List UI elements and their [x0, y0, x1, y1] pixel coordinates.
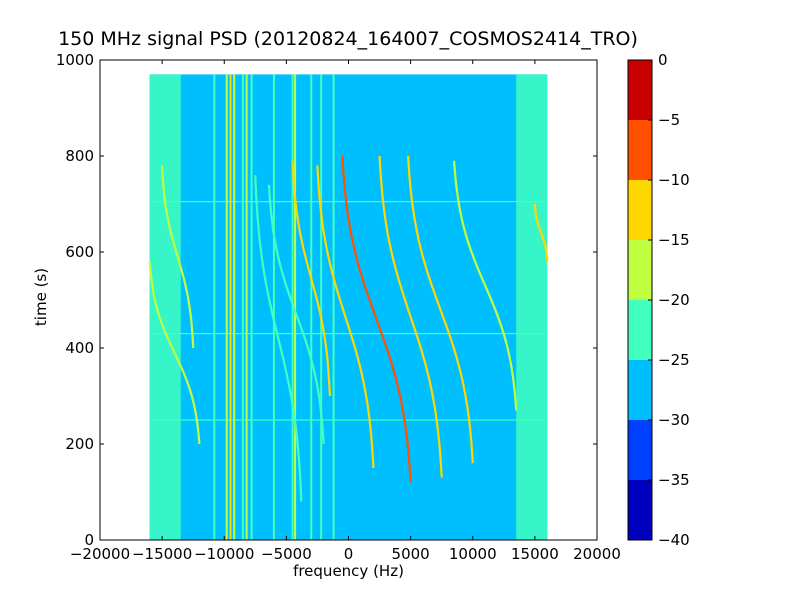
doppler-track-10	[533, 203, 549, 262]
colorbar-tick-label: 0	[658, 51, 668, 69]
colorbar-tick-label: −10	[658, 171, 690, 189]
colorbar-tick-label: −40	[658, 531, 690, 549]
x-axis-label: frequency (Hz)	[293, 562, 404, 580]
chart-title: 150 MHz signal PSD (20120824_164007_COSM…	[58, 28, 638, 50]
spectrogram-marks	[148, 74, 549, 540]
doppler-track-0	[161, 165, 195, 349]
x-tick-label: 15000	[511, 545, 559, 563]
x-tick-label: 0	[344, 545, 354, 563]
colorbar-segment-0	[628, 480, 652, 540]
colorbar-tick-label: −20	[658, 291, 690, 309]
y-tick-label: 0	[84, 531, 94, 549]
y-tick-label: 600	[65, 243, 94, 261]
doppler-track-4	[291, 160, 331, 397]
colorbar-segment-3	[628, 300, 652, 360]
x-tick-label: −10000	[194, 545, 254, 563]
colorbar-tick-label: −30	[658, 411, 690, 429]
y-axis: 0 200 400 600 800 1000	[56, 51, 597, 549]
x-tick-label: −20000	[70, 545, 130, 563]
y-tick-label: 1000	[56, 51, 94, 69]
y-tick-label: 400	[65, 339, 94, 357]
colorbar-segment-2	[628, 360, 652, 420]
doppler-track-9	[453, 160, 518, 411]
colorbar-tick-label: −25	[658, 351, 690, 369]
colorbar-segment-4	[628, 240, 652, 300]
y-axis-label: time (s)	[32, 267, 50, 327]
colorbar-tick-label: −5	[658, 111, 680, 129]
doppler-track-2	[254, 175, 303, 502]
colorbar-segment-6	[628, 120, 652, 180]
colorbar-tick-label: −15	[658, 231, 690, 249]
y-tick-label: 200	[65, 435, 94, 453]
doppler-track-7	[378, 155, 443, 478]
x-tick-label: 10000	[449, 545, 497, 563]
doppler-track-6	[341, 155, 412, 483]
psd-background	[149, 74, 548, 540]
x-tick-label: 20000	[573, 545, 621, 563]
x-tick-label: −5000	[261, 545, 312, 563]
colorbar-segment-1	[628, 420, 652, 480]
doppler-track-1	[148, 261, 201, 445]
colorbar: 0 −5 −10 −15 −20 −25 −30 −35 −40	[627, 51, 690, 549]
colorbar-tick-label: −35	[658, 471, 690, 489]
x-tick-label: 5000	[392, 545, 430, 563]
y-tick-label: 800	[65, 147, 94, 165]
colorbar-segment-5	[628, 180, 652, 240]
edge-band-1	[516, 74, 548, 540]
edge-band-0	[149, 74, 181, 540]
colorbar-segment-7	[628, 60, 652, 120]
doppler-track-5	[316, 165, 375, 469]
x-tick-label: −15000	[132, 545, 192, 563]
doppler-track-8	[407, 155, 474, 464]
doppler-track-3	[267, 184, 325, 445]
x-axis: −20000 −15000 −10000 −5000 0 5000 10000 15000 20…	[70, 60, 621, 563]
